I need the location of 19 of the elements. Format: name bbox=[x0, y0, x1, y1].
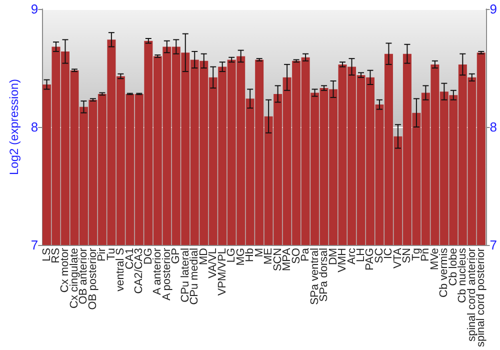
y-tick-label: 7 bbox=[30, 237, 38, 252]
x-tick-label: SO bbox=[290, 248, 302, 264]
x-tick-label: SC bbox=[373, 248, 386, 264]
y-tick-label: 9 bbox=[30, 2, 38, 16]
y2-tick-label: 8 bbox=[490, 119, 498, 134]
x-tick-label: IC bbox=[382, 248, 395, 259]
x-tick-label: SCN bbox=[272, 248, 284, 272]
x-tick-label: GP bbox=[170, 248, 182, 264]
x-tick-label: spinal cord posterior bbox=[475, 248, 488, 348]
x-tick-label: CPu medial bbox=[188, 248, 201, 305]
x-tick-label: DG bbox=[142, 248, 154, 264]
y2-tick-label: 9 bbox=[490, 2, 498, 16]
y2-tick-label: 7 bbox=[490, 237, 498, 252]
x-tick-label: RS bbox=[50, 248, 62, 264]
x-tick-label: Pir bbox=[96, 248, 108, 262]
y-tick-label: 8 bbox=[30, 119, 38, 134]
x-tick-label: Cb lobe bbox=[447, 248, 460, 286]
y-axis-title: Log2 (expression) bbox=[7, 78, 21, 176]
x-tick-label: Pa bbox=[300, 247, 312, 262]
